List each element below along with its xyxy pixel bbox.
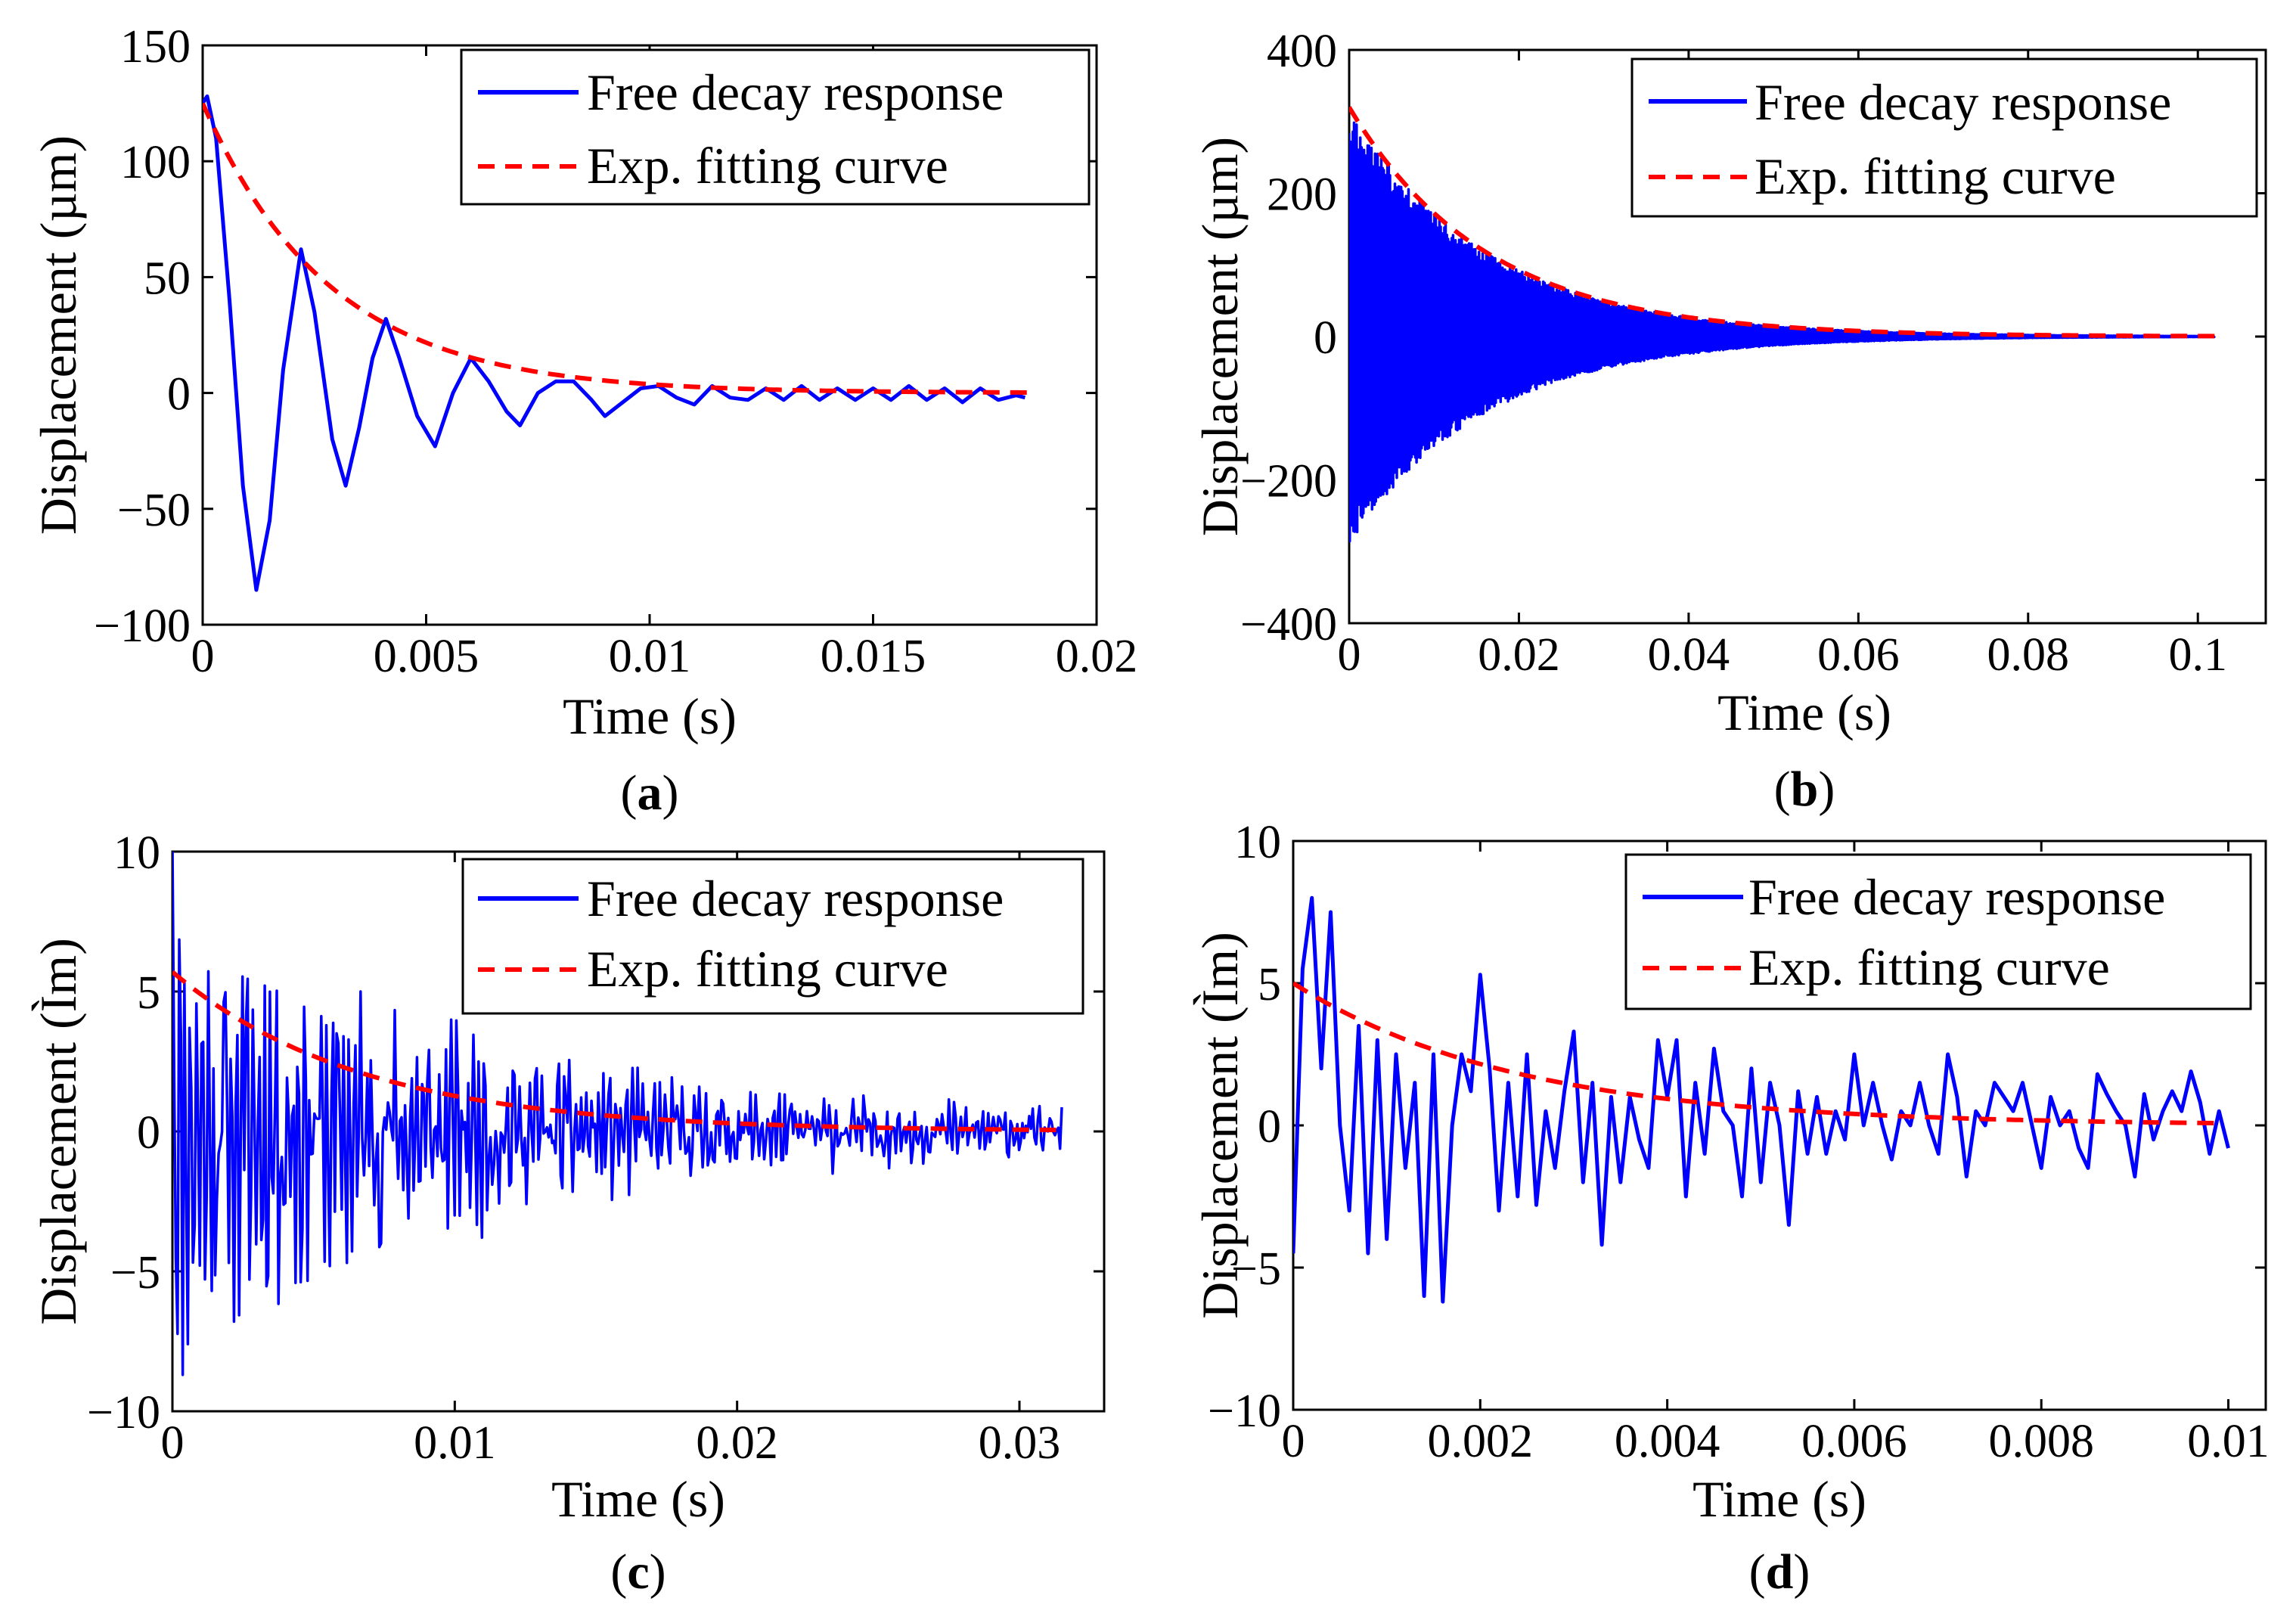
- ticks-d: 0 0.002 0.004 0.006 0.008 0.01 −10 −5 0 5 10: [1208, 817, 2270, 1467]
- y-tick-label: 0: [137, 1107, 160, 1159]
- y-tick-label: 200: [1267, 169, 1337, 221]
- y-tick-label: 100: [120, 137, 191, 188]
- x-tick-label: 0.08: [1987, 629, 2070, 681]
- legend-box-b: [1630, 57, 2258, 218]
- xlabel-a: Time (s): [563, 687, 737, 745]
- xlabel-b: Time (s): [1717, 684, 1891, 741]
- legend-a: Free decay response Exp. fitting curve: [460, 48, 1091, 206]
- y-tick-label: 5: [137, 967, 160, 1019]
- ylabel-c: Displacement (Ìm): [29, 938, 87, 1325]
- legend-box-c: [461, 858, 1084, 1015]
- ticks-a: 0 0.005 0.01 0.015 0.02 −100 −50 0 50 100 150: [94, 21, 1137, 682]
- series-group-b: [1349, 106, 2217, 543]
- x-tick-label: 0.01: [609, 631, 691, 682]
- ylabel-a: Displacement (µm): [29, 135, 87, 535]
- x-tick-label: 0: [1282, 1416, 1305, 1467]
- panel-letter-b: b: [1791, 762, 1819, 817]
- x-tick-label: 0.03: [979, 1417, 1061, 1469]
- panel-label-a: (a): [621, 765, 679, 821]
- x-tick-label: 0.015: [821, 631, 926, 682]
- legend-label-fit-c: Exp. fitting curve: [587, 940, 948, 998]
- series-group-a: [203, 94, 1030, 592]
- series-line-response-a: [203, 94, 1026, 592]
- y-tick-label: 0: [1314, 312, 1337, 364]
- legend-label-response-b: Free decay response: [1755, 73, 2171, 131]
- legend-d: Free decay response Exp. fitting curve: [1624, 853, 2252, 1010]
- xlabel-d: Time (s): [1693, 1470, 1866, 1528]
- legend-label-response-a: Free decay response: [587, 64, 1004, 121]
- series-line-fit-a: [203, 102, 1030, 395]
- x-tick-label: 0.01: [2187, 1416, 2270, 1467]
- panel-d: Displacement (Ìm) Time (s) (d) 0 0.002 0.0…: [1191, 817, 2270, 1600]
- legend-label-fit-a: Exp. fitting curve: [587, 137, 948, 194]
- y-tick-label: −100: [94, 601, 191, 652]
- y-tick-label: −5: [110, 1247, 160, 1299]
- y-tick-label: 400: [1267, 26, 1337, 77]
- x-tick-label: 0.008: [1988, 1416, 2094, 1467]
- x-tick-label: 0.004: [1615, 1416, 1720, 1467]
- panel-letter-d: d: [1766, 1544, 1794, 1600]
- y-tick-label: −200: [1240, 456, 1337, 507]
- x-tick-label: 0.01: [414, 1417, 496, 1469]
- x-tick-label: 0.1: [2168, 629, 2227, 681]
- x-tick-label: 0.04: [1648, 629, 1730, 681]
- series-line-fit-c: [172, 970, 1062, 1133]
- series-group-d: [1293, 895, 2230, 1304]
- legend-c: Free decay response Exp. fitting curve: [461, 858, 1084, 1015]
- legend-box-d: [1624, 853, 2252, 1010]
- x-tick-label: 0.02: [1478, 629, 1560, 681]
- panel-c: Displacement (Ìm) Time (s) (c) 0 0.01 0.02…: [29, 827, 1106, 1600]
- series-line-fit-d: [1293, 981, 2220, 1126]
- y-tick-label: 0: [167, 369, 191, 421]
- panel-b: Displacement (µm) Time (s) (b) 0 0.02 0.04…: [1191, 26, 2267, 817]
- ticks-c: 0 0.01 0.02 0.03 −10 −5 0 5 10: [87, 827, 1104, 1469]
- legend-b: Free decay response Exp. fitting curve: [1630, 57, 2258, 218]
- y-tick-label: 10: [1234, 817, 1281, 868]
- x-tick-label: 0.006: [1801, 1416, 1907, 1467]
- y-tick-label: 10: [113, 827, 160, 879]
- panel-letter-a: a: [638, 765, 662, 821]
- x-tick-label: 0.02: [1056, 631, 1138, 682]
- y-tick-label: −10: [1208, 1386, 1281, 1437]
- panel-letter-c: c: [627, 1544, 649, 1600]
- y-tick-label: 50: [144, 253, 191, 304]
- series-line-fit-b: [1349, 106, 2215, 339]
- legend-label-fit-b: Exp. fitting curve: [1755, 147, 2116, 205]
- x-tick-label: 0.02: [696, 1417, 778, 1469]
- ticks-b: 0 0.02 0.04 0.06 0.08 0.1 −400 −200 0 200 400: [1240, 26, 2266, 681]
- x-tick-label: 0.002: [1428, 1416, 1534, 1467]
- ylabel-d: Displacement (Ìm): [1191, 932, 1249, 1319]
- ylabel-b: Displacement (µm): [1191, 137, 1249, 536]
- y-tick-label: −5: [1231, 1243, 1281, 1295]
- y-tick-label: −400: [1240, 599, 1337, 650]
- legend-box-a: [460, 48, 1091, 206]
- xlabel-c: Time (s): [551, 1470, 725, 1528]
- x-tick-label: 0: [1338, 629, 1361, 681]
- series-group-c: [172, 852, 1063, 1376]
- series-line-response-d: [1293, 895, 2230, 1304]
- x-tick-label: 0: [161, 1417, 185, 1469]
- legend-label-response-d: Free decay response: [1748, 868, 2165, 926]
- panel-label-b: (b): [1774, 762, 1835, 817]
- y-tick-label: 0: [1258, 1101, 1281, 1153]
- panel-label-d: (d): [1749, 1544, 1810, 1600]
- legend-label-fit-d: Exp. fitting curve: [1748, 939, 2110, 996]
- legend-label-response-c: Free decay response: [587, 870, 1004, 927]
- panel-a: Displacement (µm) Time (s) (a) 0 0.005 0.0…: [29, 21, 1137, 821]
- x-tick-label: 0: [191, 631, 215, 682]
- x-tick-label: 0.06: [1817, 629, 1900, 681]
- x-tick-label: 0.005: [374, 631, 479, 682]
- y-tick-label: 150: [120, 21, 191, 73]
- y-tick-label: −50: [117, 485, 191, 536]
- y-tick-label: −10: [87, 1387, 160, 1438]
- y-tick-label: 5: [1258, 959, 1281, 1010]
- panel-label-c: (c): [610, 1544, 666, 1600]
